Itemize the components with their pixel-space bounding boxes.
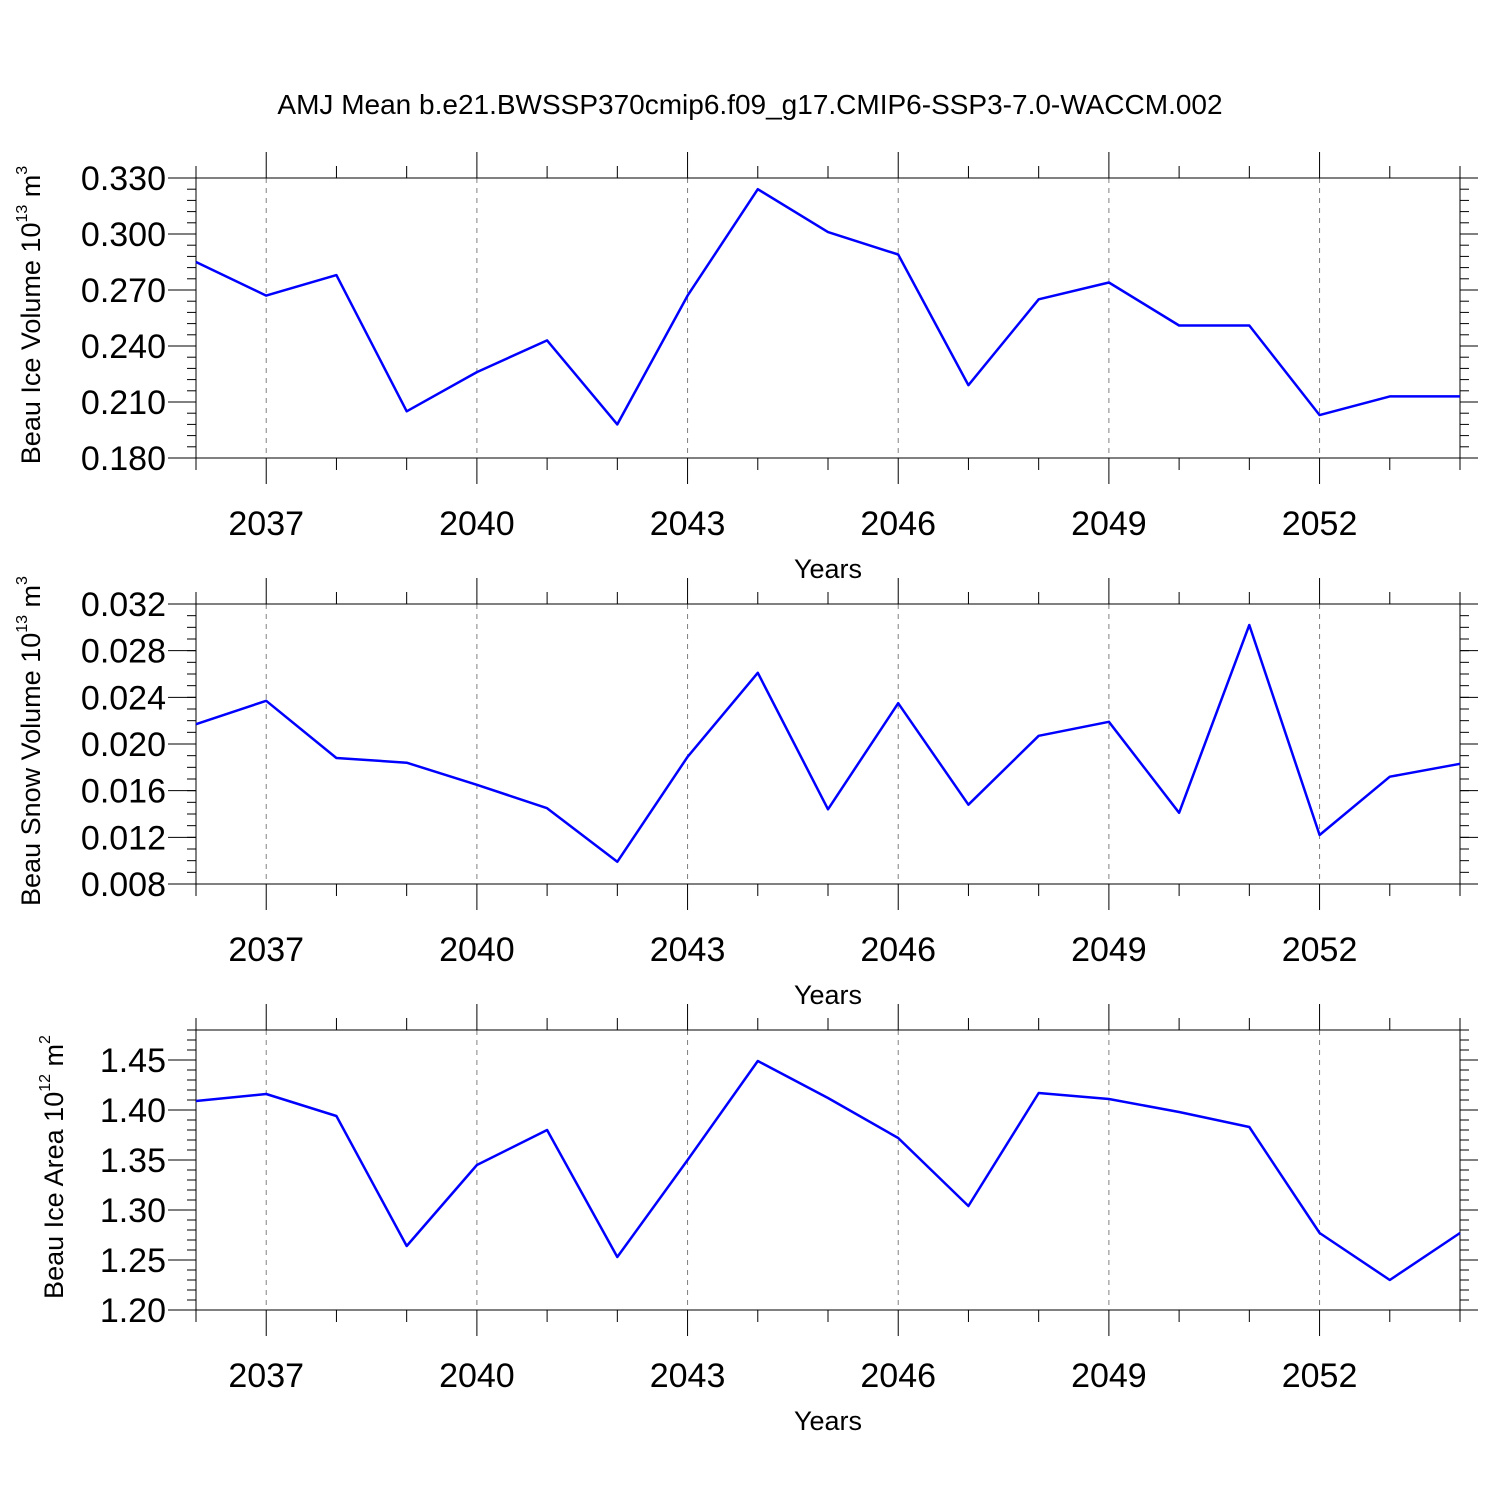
data-line	[195, 623, 1461, 864]
x-tick-label: 2040	[439, 1357, 515, 1395]
y-tick-label: 0.020	[81, 726, 166, 764]
x-tick-label: 2037	[228, 1357, 304, 1395]
y-tick-label: 1.20	[100, 1292, 166, 1330]
x-tick-label: 2052	[1282, 931, 1358, 969]
x-tick-label: 2037	[228, 505, 304, 543]
x-axis-label: Years	[794, 980, 862, 1010]
y-tick-label: 0.016	[81, 773, 166, 811]
y-label-part: 10	[16, 223, 46, 253]
y-tick-label: 0.012	[81, 819, 166, 857]
y-tick-label: 0.180	[81, 440, 166, 478]
plot-frame	[195, 177, 1461, 459]
x-tick-label: 2052	[1282, 1357, 1358, 1395]
y-label-part: 10	[16, 633, 46, 663]
y-label-part	[16, 197, 46, 205]
y-axis-label: Beau Ice Area 1012 m2	[37, 1035, 69, 1299]
x-tick-label: 2046	[860, 505, 936, 543]
x-axis-label: Years	[794, 554, 862, 584]
data-line	[195, 1059, 1461, 1282]
y-label-part: Beau Ice Volume	[16, 253, 46, 465]
y-tick-label: 0.330	[81, 160, 166, 198]
x-tick-label: 2040	[439, 505, 515, 543]
y-label-part: Beau Ice Area	[39, 1122, 69, 1299]
y-label-superscript: 13	[14, 205, 31, 223]
y-tick-label: 0.008	[81, 866, 166, 904]
y-tick-label: 1.25	[100, 1242, 166, 1280]
y-tick-label: 0.032	[81, 586, 166, 624]
y-label-part: m	[39, 1044, 69, 1067]
plot-frame	[195, 603, 1461, 885]
x-tick-label: 2043	[650, 505, 726, 543]
plot-frame	[195, 1029, 1461, 1311]
x-tick-label: 2046	[860, 1357, 936, 1395]
y-label-superscript: 13	[14, 615, 31, 633]
x-tick-label: 2049	[1071, 1357, 1147, 1395]
x-tick-label: 2046	[860, 931, 936, 969]
chart-panel-2: 0.008 0.012 0.016 0.020 0.024 0.028 0.032 2037 2…	[14, 576, 1478, 1010]
y-axis-label: Beau Snow Volume 1013 m3	[14, 576, 46, 906]
x-tick-label: 2037	[228, 931, 304, 969]
x-tick-label: 2049	[1071, 505, 1147, 543]
y-tick-label: 1.35	[100, 1142, 166, 1180]
y-tick-label: 1.30	[100, 1192, 166, 1230]
chart-panel-1: 0.180 0.210 0.240 0.270 0.300 0.330 2037 2040 20…	[14, 152, 1478, 584]
x-tick-label: 2040	[439, 931, 515, 969]
x-tick-label: 2049	[1071, 931, 1147, 969]
y-label-superscript: 3	[14, 166, 31, 175]
y-tick-label: 0.210	[81, 384, 166, 422]
y-label-part	[39, 1066, 69, 1074]
x-axis-label: Years	[794, 1406, 862, 1436]
figure-title: AMJ Mean b.e21.BWSSP370cmip6.f09_g17.CMI…	[277, 89, 1222, 120]
y-label-superscript: 12	[37, 1074, 54, 1092]
y-axis-label: Beau Ice Volume 1013 m3	[14, 166, 46, 465]
y-label-part: 10	[39, 1092, 69, 1122]
x-tick-label: 2052	[1282, 505, 1358, 543]
y-label-part: Beau Snow Volume	[16, 663, 46, 906]
y-label-part: m	[16, 585, 46, 608]
data-line	[195, 187, 1460, 426]
y-label-superscript: 3	[14, 576, 31, 585]
y-tick-label: 0.024	[81, 679, 166, 717]
y-label-superscript: 2	[37, 1035, 54, 1044]
y-tick-label: 0.300	[81, 216, 166, 254]
chart-panel-3: 1.20 1.25 1.30 1.35 1.40 1.45 2037 2040 2043 2046…	[37, 1004, 1478, 1436]
x-tick-label: 2043	[650, 931, 726, 969]
y-tick-label: 1.45	[100, 1042, 166, 1080]
y-tick-label: 0.240	[81, 328, 166, 366]
y-label-part	[16, 607, 46, 615]
y-label-part: m	[16, 175, 46, 198]
y-tick-label: 1.40	[100, 1092, 166, 1130]
y-tick-label: 0.028	[81, 633, 166, 671]
x-tick-label: 2043	[650, 1357, 726, 1395]
y-tick-label: 0.270	[81, 272, 166, 310]
